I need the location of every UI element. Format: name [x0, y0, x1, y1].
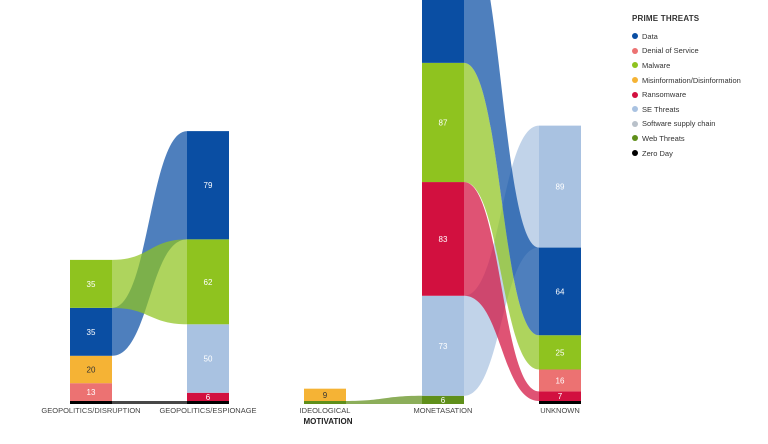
value-label-geopolitics-disruption-malware: 35 — [87, 280, 96, 289]
bar-geopolitics-espionage-se-threats — [187, 324, 229, 393]
legend-swatch-icon — [632, 47, 638, 54]
value-label-unknown-malware: 25 — [556, 348, 565, 357]
flow-ransomware-monetasation-to-unknown — [464, 182, 539, 401]
bar-monetasation-ransomware — [422, 182, 464, 296]
value-label-unknown-denial-of-service: 16 — [556, 376, 565, 385]
bar-unknown-se-threats — [539, 125, 581, 248]
value-label-geopolitics-espionage-data: 79 — [204, 181, 213, 190]
value-label-geopolitics-espionage-ransomware: 6 — [206, 393, 211, 402]
legend-label: Zero Day — [642, 148, 673, 158]
legend-swatch-icon — [632, 106, 638, 113]
bar-geopolitics-disruption-zero-day — [70, 401, 112, 404]
bar-geopolitics-disruption-denial-of-service — [70, 383, 112, 401]
bar-unknown-ransomware — [539, 391, 581, 401]
legend-swatch-icon — [632, 62, 638, 69]
value-label-unknown-data: 64 — [556, 287, 565, 296]
legend-swatch-icon — [632, 91, 638, 98]
legend-item-web-threats[interactable]: Web Threats — [632, 131, 764, 146]
legend-label: Software supply chain — [642, 119, 716, 129]
legend-swatch-icon — [632, 77, 638, 84]
flow-web-threats-ideological-to-monetasation — [346, 395, 422, 404]
bar-monetasation-malware — [422, 62, 464, 183]
legend-label: Ransomware — [642, 90, 687, 100]
legend-item-misinformation-disinformation[interactable]: Misinformation/Disinformation — [632, 73, 764, 88]
bar-unknown-malware — [539, 335, 581, 370]
bar-ideological-misinformation-disinformation — [304, 388, 346, 401]
legend-swatch-icon — [632, 33, 638, 40]
legend-item-zero-day[interactable]: Zero Day — [632, 146, 764, 161]
legend-item-malware[interactable]: Malware — [632, 58, 764, 73]
legend-item-software-supply-chain[interactable]: Software supply chain — [632, 117, 764, 132]
value-label-geopolitics-disruption-data: 35 — [87, 328, 96, 337]
flow-zero-day-geopolitics-disruption-to-geopolitics-espionage — [112, 401, 187, 404]
legend-item-data[interactable]: Data — [632, 29, 764, 44]
category-label-layer: GEOPOLITICS/DISRUPTION GEOPOLITICS/ESPION… — [41, 406, 579, 415]
flow-malware-monetasation-to-unknown — [464, 62, 539, 370]
legend-label: Web Threats — [642, 133, 685, 143]
value-label-geopolitics-espionage-malware: 62 — [204, 278, 213, 287]
value-label-ideological-misinformation-disinformation: 9 — [323, 391, 328, 400]
legend-swatch-icon — [632, 135, 638, 142]
flow-data-monetasation-to-unknown — [464, 0, 539, 336]
legend-title: PRIME THREATS — [632, 14, 700, 23]
legend-label: Malware — [642, 60, 671, 70]
value-label-monetasation-web-threats: 6 — [441, 396, 446, 405]
bar-monetasation-se-threats — [422, 295, 464, 396]
legend-label: Data — [642, 31, 658, 41]
bar-monetasation-data — [422, 0, 464, 63]
value-label-monetasation-malware: 87 — [439, 118, 448, 127]
bar-unknown-data — [539, 247, 581, 336]
bar-geopolitics-disruption-malware — [70, 259, 112, 308]
bar-geopolitics-disruption-data — [70, 307, 112, 356]
value-label-geopolitics-espionage-se-threats: 50 — [204, 355, 213, 364]
legend-item-denial-of-service[interactable]: Denial of Service — [632, 44, 764, 59]
flow-malware-geopolitics-disruption-to-geopolitics-espionage — [112, 239, 187, 325]
x-axis-title: MOTIVATION — [303, 417, 352, 426]
legend-label: Misinformation/Disinformation — [642, 75, 741, 85]
category-label-geopolitics-disruption: GEOPOLITICS/DISRUPTION — [41, 406, 140, 415]
legend: PRIME THREATS Data Denial of Service Malwa… — [632, 14, 764, 160]
legend-item-ransomware[interactable]: Ransomware — [632, 87, 764, 102]
value-label-geopolitics-disruption-misinformation-disinformation: 20 — [87, 365, 96, 374]
legend-swatch-icon — [632, 120, 638, 127]
bar-geopolitics-espionage-malware — [187, 239, 229, 325]
category-label-geopolitics-espionage: GEOPOLITICS/ESPIONAGE — [159, 406, 256, 415]
bar-monetasation-web-threats — [422, 395, 464, 404]
flow-layer — [112, 0, 539, 404]
bar-geopolitics-espionage-data — [187, 131, 229, 240]
category-label-monetasation: MONETASATION — [414, 406, 473, 415]
value-label-unknown-se-threats: 89 — [556, 183, 565, 192]
legend-swatch-icon — [632, 150, 638, 157]
category-label-unknown: UNKNOWN — [540, 406, 580, 415]
bar-unknown-zero-day — [539, 401, 581, 404]
bar-geopolitics-disruption-misinformation-disinformation — [70, 355, 112, 384]
value-label-monetasation-se-threats: 73 — [439, 342, 448, 351]
legend-item-se-threats[interactable]: SE Threats — [632, 102, 764, 117]
category-label-ideological: IDEOLOGICAL — [300, 406, 351, 415]
bar-layer: 13203535650627996738387100716256489 — [70, 0, 581, 405]
value-label-unknown-ransomware: 7 — [558, 392, 563, 401]
legend-label: SE Threats — [642, 104, 680, 114]
bar-ideological-web-threats — [304, 401, 346, 404]
value-label-monetasation-ransomware: 83 — [439, 235, 448, 244]
bar-geopolitics-espionage-ransomware — [187, 392, 229, 401]
legend-items: Data Denial of Service Malware Misinformati… — [632, 29, 764, 160]
value-label-geopolitics-disruption-denial-of-service: 13 — [87, 388, 96, 397]
legend-label: Denial of Service — [642, 46, 699, 56]
bar-geopolitics-espionage-zero-day — [187, 401, 229, 404]
bar-unknown-denial-of-service — [539, 369, 581, 392]
